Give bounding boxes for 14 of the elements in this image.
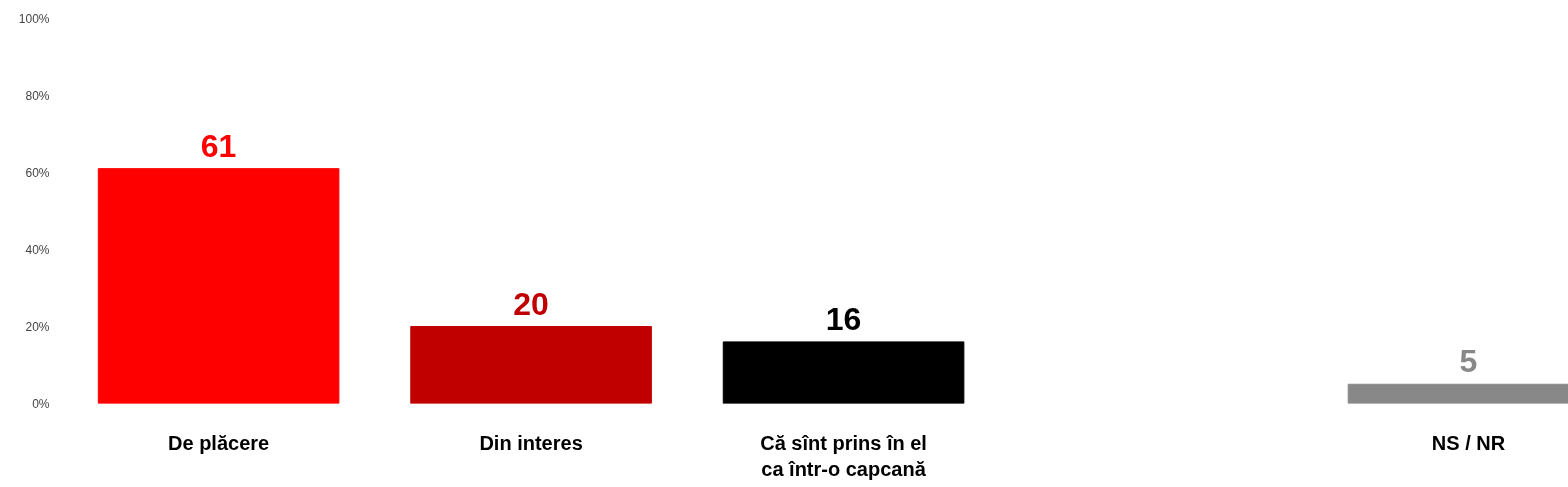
data-label: 16 xyxy=(825,300,862,337)
data-label: 5 xyxy=(1459,343,1478,380)
y-tick-label: 60% xyxy=(25,165,50,180)
y-tick-label: 0% xyxy=(32,396,50,411)
y-tick-label: 80% xyxy=(25,88,50,103)
x-tick-label: NS / NR xyxy=(1431,431,1506,454)
x-tick-label: De plăcere xyxy=(168,431,270,454)
data-label: 20 xyxy=(513,285,549,322)
data-label: 61 xyxy=(200,127,237,164)
y-tick-label: 100% xyxy=(18,11,50,26)
x-tick-label: Din interes xyxy=(479,431,583,454)
x-tick-label: Că sînt prins în el ca într-o capcană xyxy=(760,431,927,480)
y-tick-label: 40% xyxy=(25,242,50,257)
y-tick-label: 20% xyxy=(25,319,50,334)
